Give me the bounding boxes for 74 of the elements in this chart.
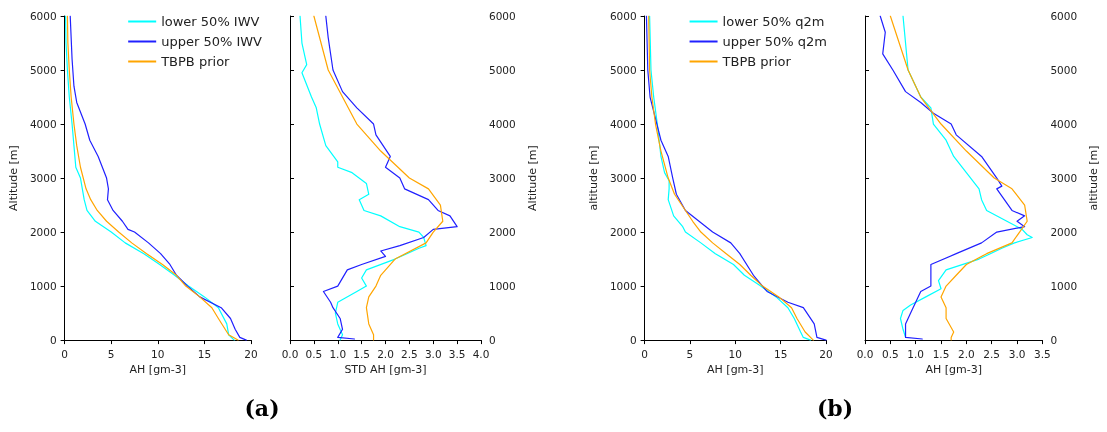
- x-tick-label: 2.0: [958, 347, 975, 360]
- x-tick-label: 0.5: [305, 347, 323, 360]
- y2-tick-label: 2000: [489, 226, 516, 239]
- y2-tick-label: 3000: [489, 172, 516, 185]
- x-tick-label: 0.5: [881, 347, 899, 360]
- x-tick-label: 10: [728, 347, 742, 360]
- x-tick-label: 1.0: [329, 347, 347, 360]
- x-tick-label: 3.0: [424, 347, 442, 360]
- x-tick-label: 2.5: [983, 347, 1001, 360]
- x-tick-label: 0.0: [281, 347, 299, 360]
- x-tick-label: 5: [107, 347, 115, 360]
- x-tick-label: 3.5: [1034, 347, 1051, 360]
- legend-label: upper 50% IWV: [161, 34, 263, 49]
- x-axis-title: AH [gm-3]: [707, 363, 764, 376]
- x-axis-title: AH [gm-3]: [925, 363, 982, 376]
- y2-tick-label: 1000: [1050, 280, 1078, 293]
- x-tick-label: 15: [773, 347, 788, 360]
- y-axis-title: altitude [m]: [587, 145, 600, 211]
- y-tick-label: 2000: [29, 226, 57, 239]
- y-tick-label: 2000: [609, 226, 637, 239]
- x-tick-label: 4.0: [472, 347, 490, 360]
- x-axis-title: AH [gm-3]: [129, 363, 187, 376]
- x-tick-label: 0.0: [856, 347, 874, 360]
- x-tick-label: 15: [197, 347, 212, 360]
- x-tick-label: 1.5: [932, 347, 950, 360]
- x-tick-label: 2.0: [377, 347, 394, 360]
- y2-tick-label: 6000: [1050, 10, 1078, 22]
- legend-label: lower 50% q2m: [722, 14, 825, 29]
- y2-tick-label: 4000: [1050, 118, 1078, 131]
- line-series: [299, 15, 427, 341]
- y2-tick-label: 0: [489, 334, 496, 347]
- legend-label: TBPB prior: [721, 54, 792, 69]
- x-tick-label: 5: [686, 347, 694, 360]
- y-tick-label: 6000: [29, 10, 57, 22]
- line-series: [313, 15, 444, 341]
- y2-tick-label: 6000: [489, 10, 516, 22]
- y2-tick-label: 2000: [1050, 226, 1078, 239]
- y2-axis-title: Altitude [m]: [525, 145, 539, 211]
- x-tick-label: 3.0: [1008, 347, 1026, 360]
- y2-tick-label: 1000: [489, 280, 516, 293]
- line-series: [322, 15, 458, 340]
- y2-tick-label: 0: [1050, 334, 1058, 347]
- x-tick-label: 10: [151, 347, 165, 360]
- y-tick-label: 0: [49, 334, 57, 347]
- x-tick-label: 0: [641, 347, 648, 360]
- x-axis-title: STD AH [gm-3]: [344, 363, 427, 376]
- y-tick-label: 1000: [609, 280, 637, 293]
- legend-label: upper 50% q2m: [722, 34, 828, 49]
- y-tick-label: 5000: [609, 64, 637, 77]
- text: (a): [244, 395, 280, 421]
- x-tick-label: 0: [61, 347, 68, 360]
- y2-axis-title: altitude [m]: [1087, 145, 1100, 211]
- y2-tick-label: 3000: [1050, 172, 1078, 185]
- legend-label: lower 50% IWV: [161, 14, 260, 29]
- y2-tick-label: 5000: [489, 64, 516, 77]
- y-tick-label: 3000: [609, 172, 637, 185]
- y-tick-label: 4000: [609, 118, 637, 131]
- x-tick-label: 20: [244, 347, 258, 360]
- y2-tick-label: 4000: [489, 118, 516, 131]
- y2-tick-label: 5000: [1050, 64, 1078, 77]
- legend-label: TBPB prior: [160, 54, 231, 69]
- y-tick-label: 4000: [29, 118, 57, 131]
- x-tick-label: 2.5: [401, 347, 418, 360]
- y-tick-label: 5000: [29, 64, 57, 77]
- y-tick-label: 1000: [29, 280, 57, 293]
- y-tick-label: 0: [629, 334, 637, 347]
- x-tick-label: 20: [819, 347, 833, 360]
- y-axis-title: Altitude [m]: [7, 145, 20, 211]
- x-tick-label: 1.5: [353, 347, 370, 360]
- x-tick-label: 3.5: [448, 347, 466, 360]
- y-tick-label: 6000: [609, 10, 637, 22]
- y-tick-label: 3000: [29, 172, 57, 185]
- text: (b): [816, 395, 854, 421]
- x-tick-label: 1.0: [907, 347, 925, 360]
